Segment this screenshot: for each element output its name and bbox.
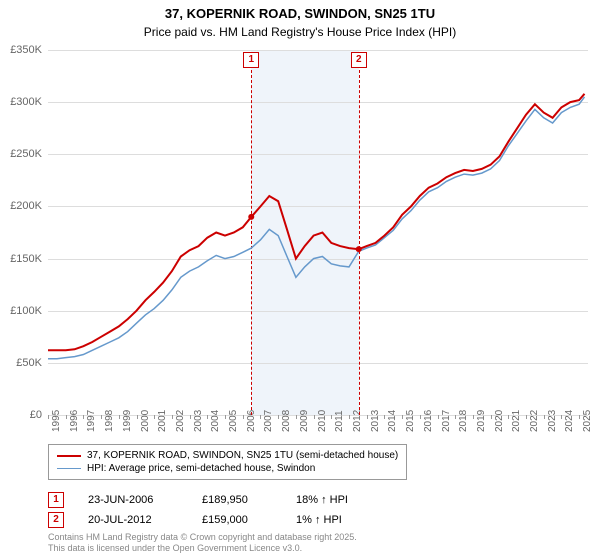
y-axis-label: £150K	[10, 253, 42, 265]
data-point-date: 23-JUN-2006	[88, 494, 178, 506]
x-tick	[526, 415, 527, 419]
attribution-line: This data is licensed under the Open Gov…	[48, 543, 357, 554]
data-point-price: £189,950	[202, 494, 272, 506]
legend-item: 37, KOPERNIK ROAD, SWINDON, SN25 1TU (se…	[57, 449, 398, 462]
x-tick	[260, 415, 261, 419]
data-point-hpi: 18% ↑ HPI	[296, 494, 376, 506]
x-tick	[172, 415, 173, 419]
data-points-table: 1 23-JUN-2006 £189,950 18% ↑ HPI 2 20-JUL-201…	[48, 490, 376, 530]
y-axis-label: £250K	[10, 148, 42, 160]
series-line	[48, 94, 585, 351]
x-tick	[137, 415, 138, 419]
x-tick	[579, 415, 580, 419]
x-tick	[101, 415, 102, 419]
y-axis-label: £300K	[10, 96, 42, 108]
data-point-date: 20-JUL-2012	[88, 514, 178, 526]
x-tick	[420, 415, 421, 419]
x-tick	[207, 415, 208, 419]
legend-label: 37, KOPERNIK ROAD, SWINDON, SN25 1TU (se…	[87, 450, 398, 461]
x-tick	[48, 415, 49, 419]
y-axis-label: £0	[30, 409, 42, 421]
x-tick	[455, 415, 456, 419]
y-axis-label: £350K	[10, 44, 42, 56]
data-point-price: £159,000	[202, 514, 272, 526]
x-tick	[296, 415, 297, 419]
marker-point	[248, 214, 254, 220]
chart-plot-area: £0£50K£100K£150K£200K£250K£300K£350K1995…	[48, 50, 588, 416]
x-tick	[473, 415, 474, 419]
x-tick	[83, 415, 84, 419]
legend-item: HPI: Average price, semi-detached house,…	[57, 462, 398, 475]
x-tick	[384, 415, 385, 419]
data-point-hpi: 1% ↑ HPI	[296, 514, 376, 526]
y-axis-label: £200K	[10, 200, 42, 212]
x-tick	[331, 415, 332, 419]
data-point-row: 1 23-JUN-2006 £189,950 18% ↑ HPI	[48, 490, 376, 510]
marker-point	[356, 246, 362, 252]
line-series-svg	[48, 50, 588, 415]
x-tick	[225, 415, 226, 419]
data-point-row: 2 20-JUL-2012 £159,000 1% ↑ HPI	[48, 510, 376, 530]
marker-badge: 2	[48, 512, 64, 528]
x-tick	[314, 415, 315, 419]
x-tick	[349, 415, 350, 419]
chart-subtitle: Price paid vs. HM Land Registry's House …	[0, 23, 600, 39]
x-tick	[367, 415, 368, 419]
chart-title: 37, KOPERNIK ROAD, SWINDON, SN25 1TU	[0, 0, 600, 23]
attribution-line: Contains HM Land Registry data © Crown c…	[48, 532, 357, 543]
attribution: Contains HM Land Registry data © Crown c…	[48, 532, 357, 554]
y-axis-label: £50K	[16, 357, 42, 369]
x-tick	[402, 415, 403, 419]
legend-swatch	[57, 468, 81, 470]
x-tick	[508, 415, 509, 419]
x-tick	[154, 415, 155, 419]
x-tick	[491, 415, 492, 419]
x-tick	[561, 415, 562, 419]
y-axis-label: £100K	[10, 305, 42, 317]
legend-swatch	[57, 455, 81, 457]
x-tick	[278, 415, 279, 419]
x-tick	[438, 415, 439, 419]
legend-label: HPI: Average price, semi-detached house,…	[87, 463, 315, 474]
marker-badge: 1	[48, 492, 64, 508]
x-tick	[243, 415, 244, 419]
legend: 37, KOPERNIK ROAD, SWINDON, SN25 1TU (se…	[48, 444, 407, 480]
x-tick	[190, 415, 191, 419]
x-tick	[544, 415, 545, 419]
x-tick	[66, 415, 67, 419]
x-tick	[119, 415, 120, 419]
